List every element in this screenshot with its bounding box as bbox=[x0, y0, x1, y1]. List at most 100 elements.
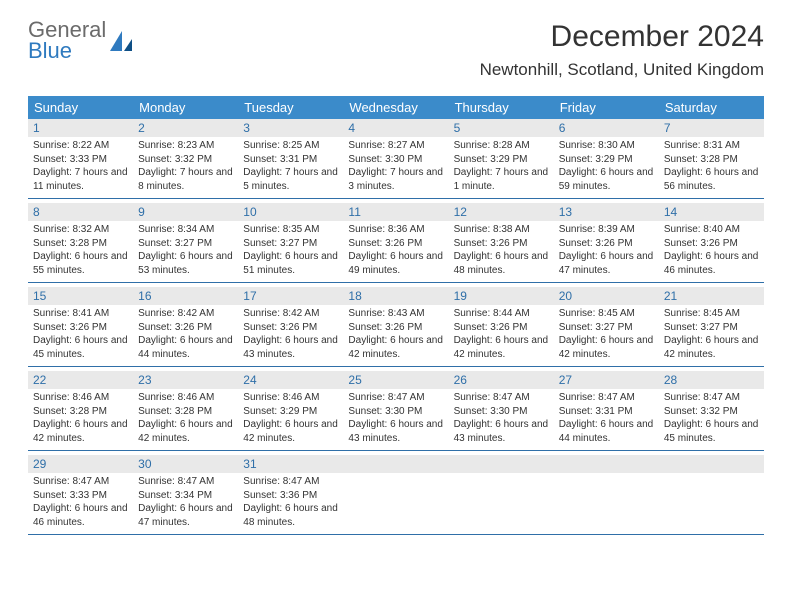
day-cell: 16Sunrise: 8:42 AMSunset: 3:26 PMDayligh… bbox=[133, 287, 238, 366]
sunrise-text: Sunrise: 8:47 AM bbox=[454, 391, 549, 405]
sunrise-text: Sunrise: 8:38 AM bbox=[454, 223, 549, 237]
day-cell: 23Sunrise: 8:46 AMSunset: 3:28 PMDayligh… bbox=[133, 371, 238, 450]
sunset-text: Sunset: 3:28 PM bbox=[138, 405, 233, 419]
day-number: 5 bbox=[449, 119, 554, 137]
day-cell bbox=[659, 455, 764, 534]
week-row: 22Sunrise: 8:46 AMSunset: 3:28 PMDayligh… bbox=[28, 371, 764, 451]
day-number: 7 bbox=[659, 119, 764, 137]
logo-text: General Blue bbox=[28, 20, 106, 62]
daylight-text: Daylight: 6 hours and 45 minutes. bbox=[33, 334, 128, 361]
day-cell: 30Sunrise: 8:47 AMSunset: 3:34 PMDayligh… bbox=[133, 455, 238, 534]
day-cell: 12 Sunrise: 8:38 AMSunset: 3:26 PMDayligh… bbox=[449, 203, 554, 282]
sunrise-text: Sunrise: 8:44 AM bbox=[454, 307, 549, 321]
day-body: Sunrise: 8:38 AMSunset: 3:26 PMDaylight:… bbox=[454, 223, 549, 277]
day-body: Sunrise: 8:47 AMSunset: 3:31 PMDaylight:… bbox=[559, 391, 654, 445]
weekday-mon: Monday bbox=[133, 96, 238, 119]
day-cell: 25Sunrise: 8:47 AMSunset: 3:30 PMDayligh… bbox=[343, 371, 448, 450]
daylight-text: Daylight: 6 hours and 42 minutes. bbox=[454, 334, 549, 361]
sunset-text: Sunset: 3:32 PM bbox=[138, 153, 233, 167]
day-body: Sunrise: 8:31 AMSunset: 3:28 PMDaylight:… bbox=[664, 139, 759, 193]
weekday-thu: Thursday bbox=[449, 96, 554, 119]
day-number: 20 bbox=[554, 287, 659, 305]
daylight-text: Daylight: 6 hours and 48 minutes. bbox=[454, 250, 549, 277]
day-cell: 1Sunrise: 8:22 AMSunset: 3:33 PMDaylight… bbox=[28, 119, 133, 198]
sunrise-text: Sunrise: 8:47 AM bbox=[559, 391, 654, 405]
day-cell bbox=[449, 455, 554, 534]
day-body: Sunrise: 8:45 AMSunset: 3:27 PMDaylight:… bbox=[559, 307, 654, 361]
sunrise-text: Sunrise: 8:25 AM bbox=[243, 139, 338, 153]
daylight-text: Daylight: 7 hours and 3 minutes. bbox=[348, 166, 443, 193]
day-body: Sunrise: 8:28 AMSunset: 3:29 PMDaylight:… bbox=[454, 139, 549, 193]
sunset-text: Sunset: 3:31 PM bbox=[559, 405, 654, 419]
sunset-text: Sunset: 3:32 PM bbox=[664, 405, 759, 419]
day-number: 23 bbox=[133, 371, 238, 389]
sunrise-text: Sunrise: 8:41 AM bbox=[33, 307, 128, 321]
day-number: 4 bbox=[343, 119, 448, 137]
day-number: 26 bbox=[449, 371, 554, 389]
day-cell bbox=[554, 455, 659, 534]
day-cell: 8 Sunrise: 8:32 AMSunset: 3:28 PMDaylight… bbox=[28, 203, 133, 282]
daylight-text: Daylight: 6 hours and 44 minutes. bbox=[138, 334, 233, 361]
sunset-text: Sunset: 3:29 PM bbox=[559, 153, 654, 167]
day-cell: 11Sunrise: 8:36 AMSunset: 3:26 PMDayligh… bbox=[343, 203, 448, 282]
day-number: 8 bbox=[28, 203, 133, 221]
sunrise-text: Sunrise: 8:46 AM bbox=[33, 391, 128, 405]
title-block: December 2024 Newtonhill, Scotland, Unit… bbox=[480, 20, 764, 80]
sunset-text: Sunset: 3:27 PM bbox=[138, 237, 233, 251]
weekday-tue: Tuesday bbox=[238, 96, 343, 119]
sunset-text: Sunset: 3:33 PM bbox=[33, 153, 128, 167]
daylight-text: Daylight: 7 hours and 11 minutes. bbox=[33, 166, 128, 193]
day-number: 2 bbox=[133, 119, 238, 137]
day-number: 12 bbox=[449, 203, 554, 221]
day-body: Sunrise: 8:47 AMSunset: 3:30 PMDaylight:… bbox=[454, 391, 549, 445]
sunset-text: Sunset: 3:30 PM bbox=[348, 153, 443, 167]
day-number: 22 bbox=[28, 371, 133, 389]
weekday-sun: Sunday bbox=[28, 96, 133, 119]
sunset-text: Sunset: 3:34 PM bbox=[138, 489, 233, 503]
weekday-fri: Friday bbox=[554, 96, 659, 119]
daylight-text: Daylight: 6 hours and 56 minutes. bbox=[664, 166, 759, 193]
location: Newtonhill, Scotland, United Kingdom bbox=[480, 60, 764, 80]
day-cell: 20 Sunrise: 8:45 AMSunset: 3:27 PMDayligh… bbox=[554, 287, 659, 366]
day-cell: 6Sunrise: 8:30 AMSunset: 3:29 PMDaylight… bbox=[554, 119, 659, 198]
day-cell: 28Sunrise: 8:47 AMSunset: 3:32 PMDayligh… bbox=[659, 371, 764, 450]
day-cell: 5 Sunrise: 8:28 AMSunset: 3:29 PMDaylight… bbox=[449, 119, 554, 198]
sunrise-text: Sunrise: 8:30 AM bbox=[559, 139, 654, 153]
day-number: 13 bbox=[554, 203, 659, 221]
day-number: 6 bbox=[554, 119, 659, 137]
sunset-text: Sunset: 3:27 PM bbox=[664, 321, 759, 335]
sunset-text: Sunset: 3:26 PM bbox=[664, 237, 759, 251]
day-body: Sunrise: 8:25 AMSunset: 3:31 PMDaylight:… bbox=[243, 139, 338, 193]
day-number: 29 bbox=[28, 455, 133, 473]
week-row: 1Sunrise: 8:22 AMSunset: 3:33 PMDaylight… bbox=[28, 119, 764, 199]
daylight-text: Daylight: 6 hours and 46 minutes. bbox=[664, 250, 759, 277]
sunset-text: Sunset: 3:29 PM bbox=[243, 405, 338, 419]
day-body: Sunrise: 8:44 AMSunset: 3:26 PMDaylight:… bbox=[454, 307, 549, 361]
week-row: 8 Sunrise: 8:32 AMSunset: 3:28 PMDaylight… bbox=[28, 203, 764, 283]
day-number: 10 bbox=[238, 203, 343, 221]
daylight-text: Daylight: 6 hours and 45 minutes. bbox=[664, 418, 759, 445]
day-cell: 21Sunrise: 8:45 AMSunset: 3:27 PMDayligh… bbox=[659, 287, 764, 366]
daylight-text: Daylight: 6 hours and 42 minutes. bbox=[243, 418, 338, 445]
sunrise-text: Sunrise: 8:45 AM bbox=[664, 307, 759, 321]
day-number: 15 bbox=[28, 287, 133, 305]
day-cell: 31Sunrise: 8:47 AMSunset: 3:36 PMDayligh… bbox=[238, 455, 343, 534]
day-body: Sunrise: 8:32 AMSunset: 3:28 PMDaylight:… bbox=[33, 223, 128, 277]
weekday-header: Sunday Monday Tuesday Wednesday Thursday… bbox=[28, 96, 764, 119]
calendar: Sunday Monday Tuesday Wednesday Thursday… bbox=[28, 96, 764, 535]
daylight-text: Daylight: 6 hours and 53 minutes. bbox=[138, 250, 233, 277]
day-number bbox=[449, 455, 554, 473]
sunrise-text: Sunrise: 8:27 AM bbox=[348, 139, 443, 153]
day-body: Sunrise: 8:46 AMSunset: 3:28 PMDaylight:… bbox=[33, 391, 128, 445]
sunset-text: Sunset: 3:30 PM bbox=[454, 405, 549, 419]
day-number bbox=[659, 455, 764, 473]
daylight-text: Daylight: 6 hours and 49 minutes. bbox=[348, 250, 443, 277]
sunset-text: Sunset: 3:28 PM bbox=[33, 237, 128, 251]
sunrise-text: Sunrise: 8:45 AM bbox=[559, 307, 654, 321]
daylight-text: Daylight: 6 hours and 43 minutes. bbox=[348, 418, 443, 445]
day-body: Sunrise: 8:36 AMSunset: 3:26 PMDaylight:… bbox=[348, 223, 443, 277]
day-cell: 22 Sunrise: 8:46 AMSunset: 3:28 PMDayligh… bbox=[28, 371, 133, 450]
sunrise-text: Sunrise: 8:36 AM bbox=[348, 223, 443, 237]
sunset-text: Sunset: 3:26 PM bbox=[33, 321, 128, 335]
sunrise-text: Sunrise: 8:40 AM bbox=[664, 223, 759, 237]
